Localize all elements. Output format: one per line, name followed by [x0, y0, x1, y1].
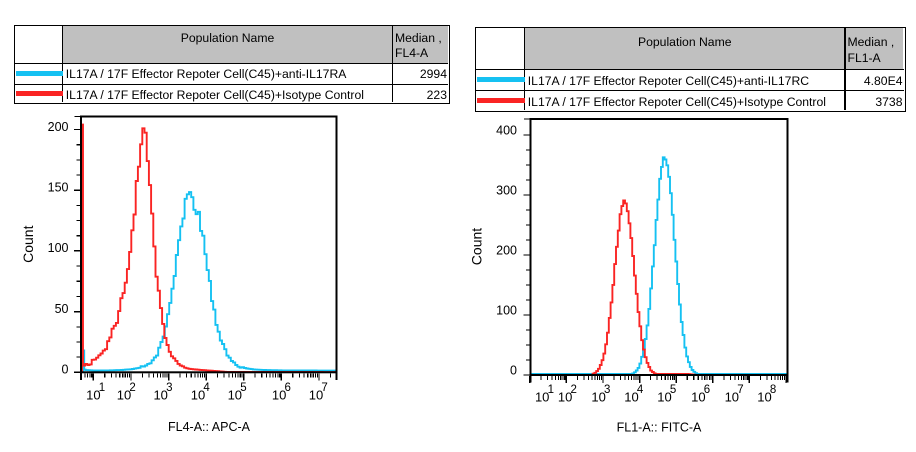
svg-text:10: 10 — [657, 389, 671, 404]
svg-text:300: 300 — [496, 183, 517, 197]
svg-text:10: 10 — [757, 389, 771, 404]
svg-text:10: 10 — [191, 387, 205, 402]
svg-text:10: 10 — [624, 389, 638, 404]
svg-text:50: 50 — [55, 302, 69, 316]
svg-text:5: 5 — [670, 384, 676, 396]
svg-text:400: 400 — [496, 123, 517, 137]
svg-text:FL1-A:: FITC-A: FL1-A:: FITC-A — [617, 421, 702, 435]
svg-text:7: 7 — [737, 384, 743, 396]
svg-text:100: 100 — [496, 303, 517, 317]
svg-text:3: 3 — [604, 384, 610, 396]
svg-text:0: 0 — [510, 363, 517, 377]
svg-text:200: 200 — [496, 243, 517, 257]
svg-text:1: 1 — [99, 382, 105, 394]
svg-text:Count: Count — [469, 228, 485, 265]
svg-text:10: 10 — [86, 387, 100, 402]
svg-text:100: 100 — [48, 241, 69, 255]
svg-text:0: 0 — [62, 363, 69, 377]
svg-text:200: 200 — [48, 120, 69, 134]
svg-text:1: 1 — [548, 384, 554, 396]
svg-text:10: 10 — [117, 387, 131, 402]
svg-text:10: 10 — [591, 389, 605, 404]
svg-text:8: 8 — [770, 384, 776, 396]
svg-text:6: 6 — [704, 384, 710, 396]
svg-text:10: 10 — [153, 387, 167, 402]
svg-text:7: 7 — [321, 382, 327, 394]
svg-text:4: 4 — [637, 384, 644, 396]
svg-text:10: 10 — [558, 389, 572, 404]
svg-text:10: 10 — [309, 387, 323, 402]
svg-text:10: 10 — [725, 389, 739, 404]
svg-text:Count: Count — [20, 225, 36, 262]
svg-text:150: 150 — [48, 181, 69, 195]
svg-text:3: 3 — [166, 382, 172, 394]
svg-text:5: 5 — [240, 382, 246, 394]
svg-text:FL4-A:: APC-A: FL4-A:: APC-A — [168, 420, 251, 434]
svg-text:10: 10 — [691, 389, 705, 404]
svg-text:4: 4 — [203, 382, 210, 394]
svg-text:10: 10 — [272, 387, 286, 402]
svg-text:2: 2 — [570, 384, 576, 396]
svg-text:10: 10 — [535, 389, 549, 404]
svg-text:6: 6 — [284, 382, 290, 394]
svg-text:10: 10 — [228, 387, 242, 402]
svg-text:2: 2 — [129, 382, 135, 394]
